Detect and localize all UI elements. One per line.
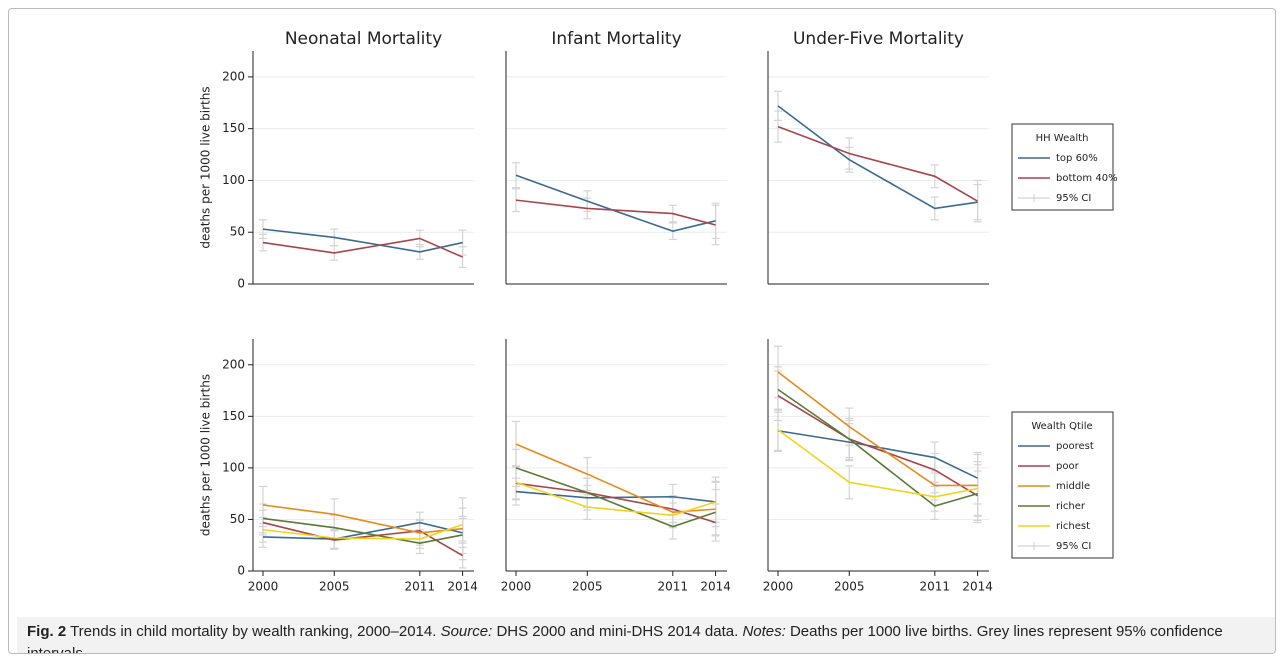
series-line xyxy=(777,395,979,497)
x-tick-label: 2000 xyxy=(248,580,279,594)
x-tick-label: 2000 xyxy=(763,580,794,594)
y-tick-label: 50 xyxy=(230,225,245,239)
series-line xyxy=(262,504,463,534)
y-tick-label: 0 xyxy=(237,564,245,578)
x-tick-label: 2011 xyxy=(920,580,951,594)
legend-label: 95% CI xyxy=(1056,541,1091,552)
panel-title: Neonatal Mortality xyxy=(285,29,442,49)
caption-label: Fig. 2 xyxy=(27,623,67,640)
legend-box xyxy=(1011,411,1114,559)
y-tick-label: 200 xyxy=(222,357,245,371)
panel-title: Under-Five Mortality xyxy=(793,29,964,49)
legend-title: Wealth Qtile xyxy=(1031,421,1092,432)
series-line xyxy=(777,105,978,210)
legend-box xyxy=(1011,123,1114,211)
series-line xyxy=(777,429,978,498)
notes-label: Notes: xyxy=(742,623,786,640)
x-tick-label: 2014 xyxy=(700,580,731,594)
caption: Fig. 2 Trends in child mortality by weal… xyxy=(17,617,1275,654)
series-line xyxy=(777,371,978,487)
y-tick-label: 100 xyxy=(222,460,245,474)
legend-label: poor xyxy=(1056,461,1080,472)
series-line xyxy=(262,237,463,258)
figure: 0 50 100 150 200 Neonatal Mortality deaths per… xyxy=(8,8,1276,654)
legend-label: poorest xyxy=(1056,441,1094,452)
x-tick-label: 2005 xyxy=(319,580,350,594)
series-line xyxy=(777,429,978,479)
x-tick-label: 2014 xyxy=(962,580,993,594)
series-line xyxy=(515,443,716,514)
series-line xyxy=(515,481,716,517)
y-tick-label: 150 xyxy=(222,409,245,423)
y-tick-label: 150 xyxy=(222,121,245,135)
x-tick-label: 2011 xyxy=(405,580,436,594)
series-line xyxy=(515,174,716,233)
legend-label: bottom 40% xyxy=(1056,173,1118,184)
x-tick-label: 2005 xyxy=(834,580,865,594)
legend-label: richer xyxy=(1056,501,1086,512)
series-line xyxy=(515,199,716,226)
legend-title: HH Wealth xyxy=(1036,133,1089,144)
x-tick-label: 2014 xyxy=(447,580,478,594)
legend-label: middle xyxy=(1056,481,1090,492)
y-tick-label: 0 xyxy=(237,277,245,291)
y-tick-label: 200 xyxy=(222,69,245,83)
x-tick-label: 2000 xyxy=(501,580,532,594)
y-axis-label: deaths per 1000 live births xyxy=(199,374,213,536)
notes: Deaths per 1000 live births. Grey lines … xyxy=(27,623,1223,654)
chart: 0 50 100 150 200 Neonatal Mortality deaths per… xyxy=(199,29,1118,594)
series-line xyxy=(515,482,716,524)
y-axis-label: deaths per 1000 live births xyxy=(199,86,213,248)
source: DHS 2000 and mini-DHS 2014 data. xyxy=(496,623,739,640)
y-tick-label: 50 xyxy=(230,512,245,526)
series-line xyxy=(262,517,463,544)
legend-label: 95% CI xyxy=(1056,193,1091,204)
legend-label: top 60% xyxy=(1056,153,1098,164)
panel-title: Infant Mortality xyxy=(551,29,681,49)
source-label: Source: xyxy=(440,623,493,640)
series-line xyxy=(777,388,978,507)
series-line xyxy=(777,125,978,202)
y-tick-label: 100 xyxy=(222,173,245,187)
legend-label: richest xyxy=(1056,521,1090,532)
caption-text: Trends in child mortality by wealth rank… xyxy=(70,623,437,640)
series-line xyxy=(262,521,463,540)
series-line xyxy=(262,523,463,540)
x-tick-label: 2011 xyxy=(658,580,689,594)
series-line xyxy=(515,467,716,528)
x-tick-label: 2005 xyxy=(572,580,603,594)
